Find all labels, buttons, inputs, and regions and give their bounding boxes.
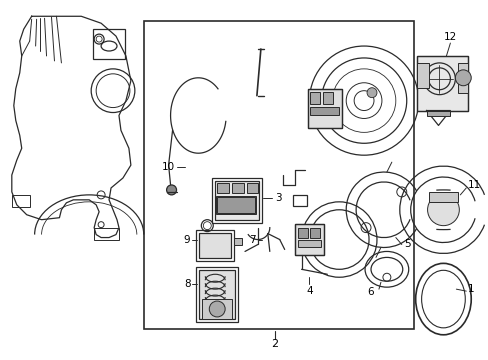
Bar [202, 299, 232, 319]
Bar [310, 107, 339, 114]
Text: 7: 7 [249, 234, 255, 244]
Bar [416, 56, 468, 111]
Bar [307, 89, 342, 129]
Bar [310, 92, 320, 104]
Bar [143, 21, 413, 329]
Text: 10: 10 [161, 162, 174, 172]
Bar [216, 196, 255, 214]
Bar [217, 197, 254, 213]
Text: 5: 5 [403, 239, 409, 249]
Circle shape [366, 88, 376, 98]
Bar [426, 111, 449, 116]
Text: 6: 6 [367, 287, 373, 297]
Bar [294, 224, 324, 255]
Bar [246, 183, 257, 193]
Bar [297, 228, 307, 238]
Bar [196, 230, 234, 261]
Bar [323, 92, 333, 104]
Circle shape [427, 194, 458, 226]
Bar [297, 239, 321, 247]
Circle shape [454, 70, 470, 86]
Bar [416, 63, 427, 88]
Bar [94, 228, 119, 239]
Bar [427, 192, 457, 202]
Text: 8: 8 [183, 279, 190, 289]
Text: 4: 4 [305, 286, 312, 296]
Bar [232, 183, 244, 193]
Text: 11: 11 [468, 180, 481, 190]
Bar [199, 270, 235, 319]
Bar [93, 29, 124, 59]
Text: 1: 1 [468, 284, 474, 294]
Text: 9: 9 [183, 234, 190, 244]
Circle shape [166, 185, 176, 195]
Bar [307, 89, 342, 129]
Bar [294, 224, 324, 255]
Bar [292, 195, 306, 206]
Text: 2: 2 [271, 339, 278, 349]
Bar [416, 56, 468, 111]
Bar [217, 183, 229, 193]
Circle shape [209, 301, 224, 317]
Bar [196, 267, 238, 322]
Bar [457, 63, 468, 93]
Bar [234, 238, 242, 246]
Text: 3: 3 [274, 193, 281, 203]
Text: 12: 12 [443, 32, 456, 42]
Bar [212, 178, 262, 223]
Bar [12, 195, 30, 207]
Bar [215, 181, 258, 220]
Bar [199, 233, 231, 258]
Bar [310, 228, 320, 238]
